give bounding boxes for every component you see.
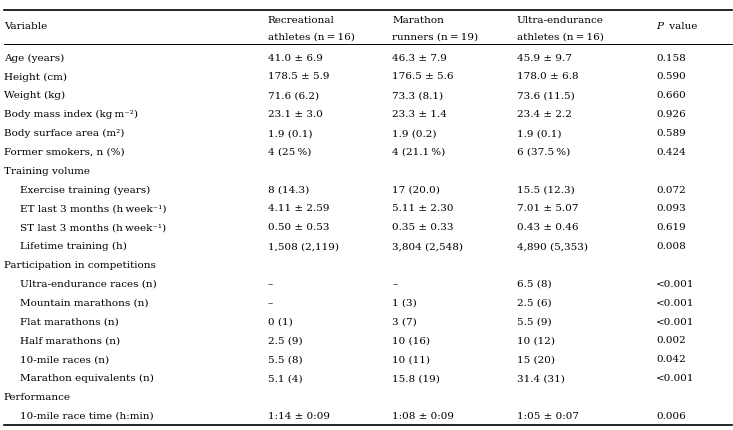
Text: 6 (37.5 %): 6 (37.5 %) xyxy=(517,147,570,157)
Text: 2.5 (6): 2.5 (6) xyxy=(517,298,551,307)
Text: Recreational: Recreational xyxy=(268,16,334,25)
Text: 10 (16): 10 (16) xyxy=(392,336,430,345)
Text: 10-mile race time (h:min): 10-mile race time (h:min) xyxy=(20,411,153,420)
Text: <0.001: <0.001 xyxy=(656,373,695,382)
Text: 0.002: 0.002 xyxy=(656,336,686,345)
Text: 45.9 ± 9.7: 45.9 ± 9.7 xyxy=(517,53,572,62)
Text: 0.619: 0.619 xyxy=(656,223,686,232)
Text: athletes (n = 16): athletes (n = 16) xyxy=(517,32,604,41)
Text: 23.3 ± 1.4: 23.3 ± 1.4 xyxy=(392,110,447,119)
Text: 4.11 ± 2.59: 4.11 ± 2.59 xyxy=(268,204,329,213)
Text: 1.9 (0.1): 1.9 (0.1) xyxy=(268,129,312,138)
Text: –: – xyxy=(268,279,273,288)
Text: 1.9 (0.1): 1.9 (0.1) xyxy=(517,129,561,138)
Text: 176.5 ± 5.6: 176.5 ± 5.6 xyxy=(392,72,454,81)
Text: Body mass index (kg m⁻²): Body mass index (kg m⁻²) xyxy=(4,110,138,119)
Text: 23.4 ± 2.2: 23.4 ± 2.2 xyxy=(517,110,572,119)
Text: runners (n = 19): runners (n = 19) xyxy=(392,32,478,41)
Text: 0.093: 0.093 xyxy=(656,204,686,213)
Text: Variable: Variable xyxy=(4,22,47,31)
Text: <0.001: <0.001 xyxy=(656,317,695,326)
Text: 5.1 (4): 5.1 (4) xyxy=(268,373,302,382)
Text: 17 (20.0): 17 (20.0) xyxy=(392,185,440,194)
Text: –: – xyxy=(268,298,273,307)
Text: Body surface area (m²): Body surface area (m²) xyxy=(4,129,124,138)
Text: 41.0 ± 6.9: 41.0 ± 6.9 xyxy=(268,53,323,62)
Text: <0.001: <0.001 xyxy=(656,298,695,307)
Text: 7.01 ± 5.07: 7.01 ± 5.07 xyxy=(517,204,578,213)
Text: Marathon: Marathon xyxy=(392,16,444,25)
Text: Weight (kg): Weight (kg) xyxy=(4,91,65,100)
Text: 0 (1): 0 (1) xyxy=(268,317,292,326)
Text: 0.590: 0.590 xyxy=(656,72,686,81)
Text: Marathon equivalents (n): Marathon equivalents (n) xyxy=(20,373,154,382)
Text: 3,804 (2,548): 3,804 (2,548) xyxy=(392,242,463,251)
Text: 0.072: 0.072 xyxy=(656,185,686,194)
Text: 1,508 (2,119): 1,508 (2,119) xyxy=(268,242,339,251)
Text: 8 (14.3): 8 (14.3) xyxy=(268,185,309,194)
Text: value: value xyxy=(666,22,697,31)
Text: 0.50 ± 0.53: 0.50 ± 0.53 xyxy=(268,223,329,232)
Text: 31.4 (31): 31.4 (31) xyxy=(517,373,564,382)
Text: 178.0 ± 6.8: 178.0 ± 6.8 xyxy=(517,72,578,81)
Text: 71.6 (6.2): 71.6 (6.2) xyxy=(268,91,319,100)
Text: athletes (n = 16): athletes (n = 16) xyxy=(268,32,355,41)
Text: 0.926: 0.926 xyxy=(656,110,686,119)
Text: Former smokers, n (%): Former smokers, n (%) xyxy=(4,147,125,157)
Text: Mountain marathons (n): Mountain marathons (n) xyxy=(20,298,148,307)
Text: 1:14 ± 0:09: 1:14 ± 0:09 xyxy=(268,411,330,420)
Text: Height (cm): Height (cm) xyxy=(4,72,67,81)
Text: Exercise training (years): Exercise training (years) xyxy=(20,185,150,194)
Text: 10-mile races (n): 10-mile races (n) xyxy=(20,354,109,363)
Text: 0.424: 0.424 xyxy=(656,147,686,157)
Text: 5.5 (8): 5.5 (8) xyxy=(268,354,302,363)
Text: 178.5 ± 5.9: 178.5 ± 5.9 xyxy=(268,72,329,81)
Text: 5.5 (9): 5.5 (9) xyxy=(517,317,551,326)
Text: 0.43 ± 0.46: 0.43 ± 0.46 xyxy=(517,223,578,232)
Text: 4 (25 %): 4 (25 %) xyxy=(268,147,311,157)
Text: 0.006: 0.006 xyxy=(656,411,686,420)
Text: 23.1 ± 3.0: 23.1 ± 3.0 xyxy=(268,110,323,119)
Text: Flat marathons (n): Flat marathons (n) xyxy=(20,317,119,326)
Text: 3 (7): 3 (7) xyxy=(392,317,417,326)
Text: 73.6 (11.5): 73.6 (11.5) xyxy=(517,91,575,100)
Text: Age (years): Age (years) xyxy=(4,53,64,62)
Text: Lifetime training (h): Lifetime training (h) xyxy=(20,242,127,251)
Text: 4,890 (5,353): 4,890 (5,353) xyxy=(517,242,588,251)
Text: 5.11 ± 2.30: 5.11 ± 2.30 xyxy=(392,204,454,213)
Text: 73.3 (8.1): 73.3 (8.1) xyxy=(392,91,443,100)
Text: 1.9 (0.2): 1.9 (0.2) xyxy=(392,129,437,138)
Text: 1:08 ± 0:09: 1:08 ± 0:09 xyxy=(392,411,454,420)
Text: Ultra-endurance: Ultra-endurance xyxy=(517,16,604,25)
Text: 46.3 ± 7.9: 46.3 ± 7.9 xyxy=(392,53,447,62)
Text: 0.35 ± 0.33: 0.35 ± 0.33 xyxy=(392,223,454,232)
Text: 15 (20): 15 (20) xyxy=(517,354,555,363)
Text: 0.158: 0.158 xyxy=(656,53,686,62)
Text: 6.5 (8): 6.5 (8) xyxy=(517,279,551,288)
Text: 10 (11): 10 (11) xyxy=(392,354,430,363)
Text: Half marathons (n): Half marathons (n) xyxy=(20,336,120,345)
Text: <0.001: <0.001 xyxy=(656,279,695,288)
Text: 1 (3): 1 (3) xyxy=(392,298,417,307)
Text: 10 (12): 10 (12) xyxy=(517,336,555,345)
Text: 15.5 (12.3): 15.5 (12.3) xyxy=(517,185,575,194)
Text: Performance: Performance xyxy=(4,392,70,401)
Text: –: – xyxy=(392,279,397,288)
Text: 2.5 (9): 2.5 (9) xyxy=(268,336,302,345)
Text: 1:05 ± 0:07: 1:05 ± 0:07 xyxy=(517,411,579,420)
Text: 0.042: 0.042 xyxy=(656,354,686,363)
Text: 15.8 (19): 15.8 (19) xyxy=(392,373,440,382)
Text: 4 (21.1 %): 4 (21.1 %) xyxy=(392,147,446,157)
Text: Training volume: Training volume xyxy=(4,166,89,175)
Text: 0.660: 0.660 xyxy=(656,91,686,100)
Text: Ultra-endurance races (n): Ultra-endurance races (n) xyxy=(20,279,157,288)
Text: P: P xyxy=(656,22,663,31)
Text: Participation in competitions: Participation in competitions xyxy=(4,261,155,270)
Text: ET last 3 months (h week⁻¹): ET last 3 months (h week⁻¹) xyxy=(20,204,166,213)
Text: 0.008: 0.008 xyxy=(656,242,686,251)
Text: 0.589: 0.589 xyxy=(656,129,686,138)
Text: ST last 3 months (h week⁻¹): ST last 3 months (h week⁻¹) xyxy=(20,223,166,232)
